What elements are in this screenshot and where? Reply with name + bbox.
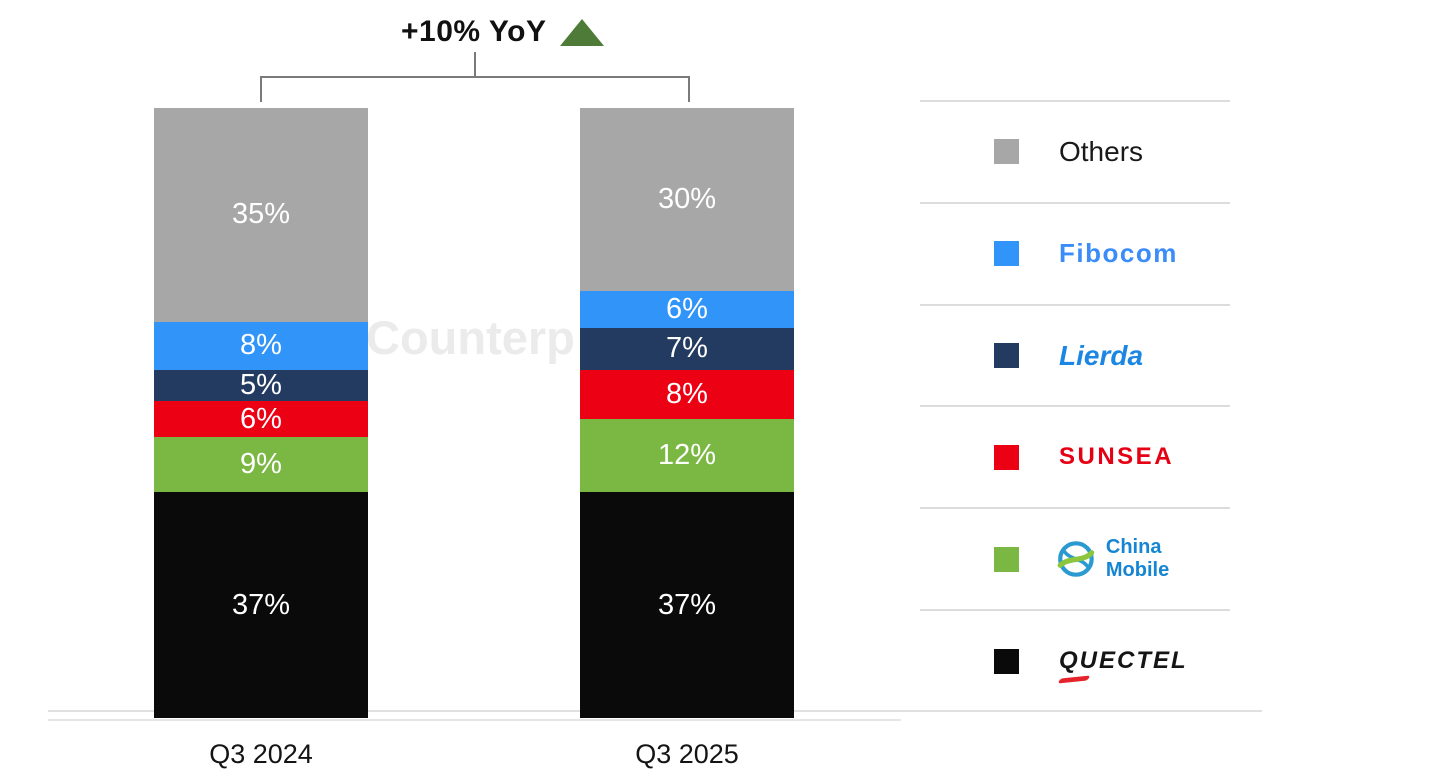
bracket-horizontal-line: [260, 76, 690, 78]
legend-swatch-quectel: [994, 648, 1019, 674]
china-mobile-icon: [1057, 541, 1095, 578]
legend-swatch-lierda: [994, 343, 1019, 369]
bracket-right-tick: [688, 76, 690, 102]
quectel-wordmark: QUECTEL: [1059, 647, 1188, 675]
bar-segment-quectel: 37%: [154, 492, 368, 718]
legend-row-fibocom: Fibocom: [920, 201, 1230, 304]
watermark: Counterp: [366, 311, 575, 364]
legend-row-lierda: Lierda: [920, 303, 1230, 406]
up-triangle-icon: [560, 18, 605, 46]
legend-row-china-mobile: China Mobile: [920, 507, 1230, 609]
segment-value-label: 6%: [240, 402, 282, 435]
segment-value-label: 37%: [231, 588, 291, 621]
legend-swatch-others: [994, 139, 1019, 165]
x-axis-label-q3-2025: Q3 2025: [635, 739, 739, 769]
legend-row-sunsea: SUNSEA: [920, 405, 1230, 507]
segment-value-label: 7%: [666, 332, 708, 365]
legend: Others Fibocom Lierda SUNSEA China Mobil…: [920, 100, 1230, 711]
stacked-bar-q3-2025: 30% 6% 7% 8% 12% 37%: [580, 108, 794, 718]
legend-swatch-fibocom: [994, 241, 1019, 267]
china-mobile-wordmark: China Mobile: [1105, 536, 1170, 582]
segment-value-label: 37%: [657, 588, 717, 621]
stacked-bar-q3-2024: 35% 8% 5% 6% 9% 37%: [154, 108, 368, 718]
bar-segment-fibocom: 6%: [580, 291, 794, 328]
segment-value-label: 30%: [657, 183, 717, 215]
x-axis-label-q3-2024: Q3 2024: [209, 739, 313, 769]
bar-segment-sunsea: 8%: [580, 370, 794, 420]
segment-value-label: 9%: [240, 448, 282, 481]
legend-row-others: Others: [920, 100, 1230, 202]
segment-value-label: 8%: [666, 378, 708, 411]
bar-segment-lierda: 5%: [154, 370, 368, 401]
bar-segment-fibocom: 8%: [154, 321, 368, 371]
legend-label-others: Others: [1059, 135, 1144, 167]
yoy-annotation: +10% YoY: [401, 13, 605, 51]
segment-value-label: 12%: [657, 439, 717, 472]
quectel-logo: QUECTEL: [1057, 647, 1188, 684]
legend-swatch-china-mobile: [994, 546, 1019, 572]
bar-segment-others: 35%: [154, 108, 368, 322]
segment-value-label: 6%: [666, 292, 708, 325]
bar-segment-lierda: 7%: [580, 327, 794, 371]
china-mobile-logo: China Mobile: [1055, 536, 1230, 582]
baseline-lower-line: [48, 719, 901, 721]
bar-segment-china-mobile: 9%: [154, 437, 368, 493]
bracket-stem-line: [474, 52, 476, 77]
legend-swatch-sunsea: [994, 444, 1019, 470]
fibocom-logo: Fibocom: [1059, 238, 1178, 269]
bar-segment-others: 30%: [580, 108, 794, 291]
segment-value-label: 5%: [240, 369, 282, 402]
sunsea-logo: SUNSEA: [1059, 443, 1175, 471]
bar-segment-china-mobile: 12%: [580, 419, 794, 493]
bar-segment-quectel: 37%: [580, 492, 794, 718]
segment-value-label: 8%: [240, 329, 282, 362]
segment-value-label: 35%: [231, 198, 291, 231]
yoy-annotation-label: +10% YoY: [401, 15, 547, 48]
legend-row-quectel: QUECTEL: [920, 609, 1230, 711]
bracket-left-tick: [260, 76, 262, 102]
lierda-logo: Lierda: [1059, 339, 1144, 371]
quectel-red-swoosh-icon: [1057, 675, 1091, 684]
bar-segment-sunsea: 6%: [154, 400, 368, 438]
